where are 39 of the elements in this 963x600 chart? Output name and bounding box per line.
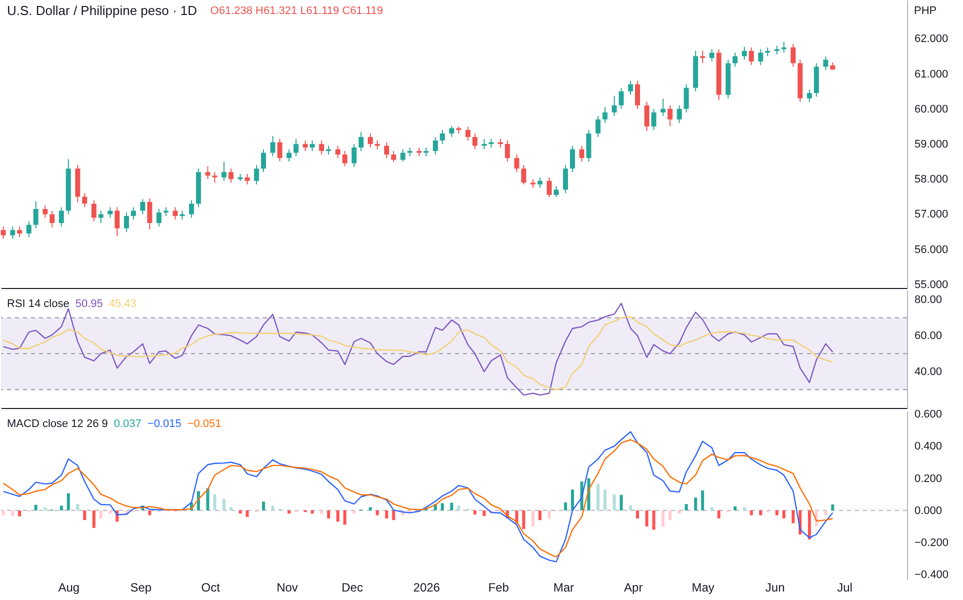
y-tick-label: 40.00 (914, 366, 942, 378)
x-tick-label: Nov (276, 580, 298, 594)
y-tick-label: 0.600 (914, 408, 942, 421)
chart-title: U.S. Dollar / Philippine peso · 1D (7, 3, 198, 18)
y-tick-label: −0.200 (914, 537, 948, 550)
x-tick-label: Dec (342, 580, 363, 594)
x-tick-label: Aug (58, 580, 80, 594)
text: −0.015 (147, 418, 182, 430)
x-tick-label: Jul (837, 580, 852, 594)
x-tick-label: May (692, 580, 714, 594)
y-tick-label: 55.000 (914, 278, 948, 291)
y-tick-label: 0.400 (914, 440, 942, 453)
y-tick-label: −0.400 (914, 569, 948, 582)
y-tick-label: 59.000 (914, 138, 948, 150)
y-tick-label: 0.000 (914, 504, 942, 517)
series-label: 50.95 (75, 298, 103, 310)
text: −0.051 (187, 418, 222, 430)
annotation: O61.238 H61.321 L61.119 C61.119 (210, 5, 383, 17)
x-tick-label: Jun (765, 580, 785, 594)
y-tick-label: 62.000 (914, 33, 948, 46)
y-tick-label: 61.000 (914, 68, 948, 80)
x-tick-label: Oct (201, 580, 221, 594)
text: MACD close 12 26 9 (7, 418, 108, 430)
x-tick-label: 2026 (413, 580, 440, 594)
x-tick-label: Feb (488, 580, 510, 594)
x-tick-label: Mar (553, 580, 574, 594)
y-tick-label: 56.000 (914, 244, 948, 256)
y-tick-label: 60.00 (914, 330, 942, 342)
y-tick-label: 60.000 (914, 103, 948, 116)
y-axis-title: PHP (914, 5, 937, 17)
text: RSI 14 close (7, 298, 70, 310)
y-tick-label: 80.00 (914, 294, 942, 306)
y-tick-label: 57.000 (914, 208, 948, 221)
x-tick-label: Apr (624, 580, 643, 594)
text: 0.037 (114, 418, 142, 430)
x-tick-label: Sep (130, 580, 152, 594)
y-tick-label: 0.200 (914, 472, 942, 485)
y-tick-label: 58.000 (914, 174, 948, 186)
text: 45.43 (108, 298, 136, 310)
